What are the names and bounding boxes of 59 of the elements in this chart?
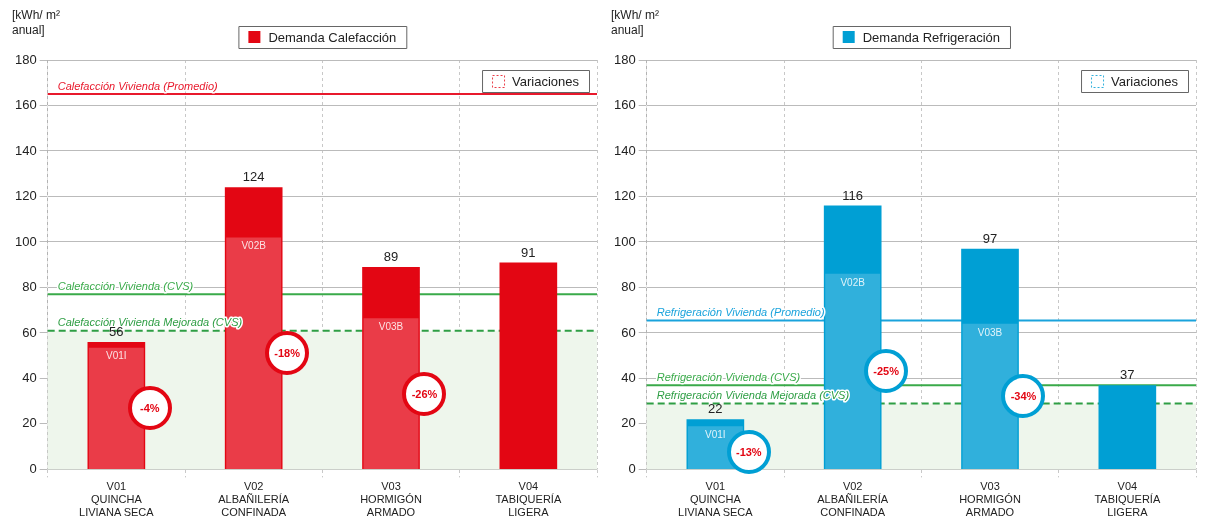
y-tick-label: 0 xyxy=(29,460,37,476)
data-label: V01I xyxy=(705,428,726,440)
y-tick-label: 40 xyxy=(621,370,636,385)
data-label: V02B xyxy=(241,240,267,252)
annotation: -34% xyxy=(1010,390,1037,403)
legend-label: Demanda Refrigeración xyxy=(862,29,1000,45)
y-tick-label: 20 xyxy=(621,415,636,431)
data-label: V03B xyxy=(977,326,1003,338)
y-axis-title: [kWh/ m² anual] xyxy=(12,8,60,38)
bar xyxy=(1098,385,1157,469)
annotation: -4% xyxy=(140,402,160,415)
ref-line-label: Refrigeración Vivienda (Promedio) xyxy=(656,305,825,318)
y-axis-title: [kWh/ m² anual] xyxy=(611,8,659,38)
data-label: V02B xyxy=(840,276,866,288)
legend-label: Demanda Calefacción xyxy=(268,29,397,45)
y-tick-label: 180 xyxy=(14,51,37,67)
x-tick-label: V02 ALBAÑILERÍA CONFINADA xyxy=(218,480,290,519)
data-label: V03B xyxy=(378,320,404,332)
x-tick-label: V03 HORMIGÓN ARMADO xyxy=(959,480,1021,519)
bar xyxy=(499,262,558,469)
y-tick-label: 60 xyxy=(22,324,37,340)
y-tick-label: 160 xyxy=(14,97,37,113)
y-tick-label: 40 xyxy=(22,370,37,385)
data-label: 22 xyxy=(708,401,723,417)
ref-line-label: Calefacción Vivienda (Promedio) xyxy=(57,79,219,92)
annotation: -26% xyxy=(411,387,438,400)
data-label: 37 xyxy=(1120,367,1135,383)
x-tick-label: V01 QUINCHA LIVIANA SECA xyxy=(678,480,754,519)
y-tick-label: 0 xyxy=(628,460,636,476)
data-label: 124 xyxy=(242,169,265,185)
ref-line-label: Calefacción Vivienda (CVS) xyxy=(57,279,194,292)
annotation: -13% xyxy=(735,446,762,459)
x-tick-label: V03 HORMIGÓN ARMADO xyxy=(360,480,422,519)
annotation: -25% xyxy=(873,365,899,378)
y-tick-label: 80 xyxy=(621,279,636,295)
y-tick-label: 20 xyxy=(22,415,37,431)
y-tick-label: 120 xyxy=(14,188,37,204)
ref-line-label: Refrigeración Vivienda (CVS) xyxy=(656,370,801,383)
data-label: 91 xyxy=(521,244,536,260)
data-label: V01I xyxy=(106,350,127,362)
y-tick-label: 140 xyxy=(14,142,37,158)
y-tick-label: 100 xyxy=(14,233,37,249)
annotation: -18% xyxy=(274,347,300,360)
data-label: 116 xyxy=(842,187,864,203)
y-tick-label: 60 xyxy=(621,324,636,340)
data-label: 97 xyxy=(982,230,998,246)
legend-label: Variaciones xyxy=(1111,73,1179,89)
y-tick-label: 140 xyxy=(613,142,636,158)
x-tick-label: V04 TABIQUERÍA LIGERA xyxy=(1094,480,1161,519)
x-tick-label: V02 ALBAÑILERÍA CONFINADA xyxy=(817,480,889,519)
y-tick-label: 180 xyxy=(613,51,636,67)
x-tick-label: V04 TABIQUERÍA LIGERA xyxy=(495,480,562,519)
y-tick-label: 160 xyxy=(613,97,636,113)
y-tick-label: 80 xyxy=(22,279,37,295)
y-tick-label: 100 xyxy=(613,233,636,249)
y-tick-label: 120 xyxy=(613,188,636,204)
x-tick-label: V01 QUINCHA LIVIANA SECA xyxy=(79,480,155,519)
legend-label: Variaciones xyxy=(512,73,580,89)
data-label: 89 xyxy=(383,249,399,265)
